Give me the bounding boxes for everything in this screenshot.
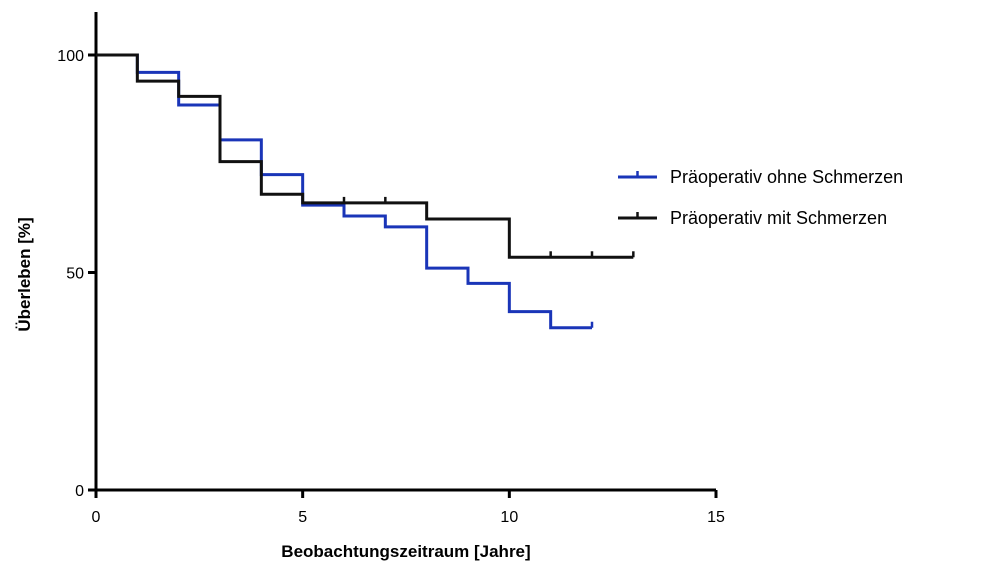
series-layer — [96, 53, 635, 330]
x-axis-title: Beobachtungszeitraum [Jahre] — [281, 542, 530, 561]
x-tick-label: 15 — [707, 509, 725, 526]
legend-label: Präoperativ ohne Schmerzen — [670, 167, 903, 187]
y-tick-label: 0 — [75, 483, 84, 500]
series-line-1 — [96, 53, 634, 259]
x-tick-label: 10 — [500, 509, 518, 526]
legend: Präoperativ ohne Schmerzen Präoperativ mi… — [618, 167, 903, 228]
legend-label: Präoperativ mit Schmerzen — [670, 208, 887, 228]
y-tick-label: 100 — [57, 48, 84, 65]
axes: 0 5 10 15 0 50 100 — [57, 12, 725, 526]
x-tick-label: 5 — [298, 509, 307, 526]
x-tick-label: 0 — [92, 509, 101, 526]
series-line-0 — [96, 53, 592, 330]
y-axis-title: Überleben [%] — [15, 217, 34, 331]
y-tick-label: 50 — [66, 266, 84, 283]
